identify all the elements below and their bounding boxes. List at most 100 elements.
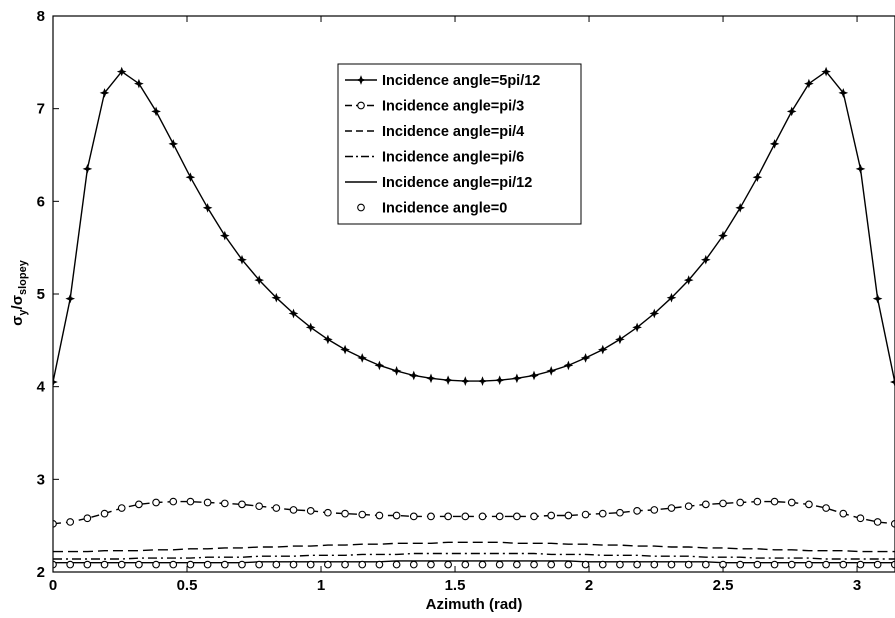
data-point <box>391 366 402 376</box>
data-point <box>444 560 452 569</box>
data-point <box>306 506 315 515</box>
data-point <box>202 202 213 213</box>
y-tick-label: 3 <box>37 471 45 488</box>
data-point <box>237 254 247 265</box>
data-point <box>134 78 144 89</box>
legend: Incidence angle=5pi/12 Incidence angle=pi… <box>337 63 582 225</box>
data-point <box>512 373 522 384</box>
data-point <box>100 509 109 518</box>
data-point <box>324 560 332 569</box>
data-point <box>152 560 160 569</box>
data-point <box>117 504 126 512</box>
data-point <box>272 560 281 569</box>
data-point <box>324 508 332 517</box>
data-point <box>684 502 693 511</box>
data-point <box>649 308 660 319</box>
legend-label: Incidence angle=pi/3 <box>382 99 524 115</box>
data-point <box>598 509 607 518</box>
data-point <box>66 560 75 569</box>
data-point <box>203 498 212 507</box>
legend-marker <box>357 101 365 110</box>
y-axis-label-sub-y: y <box>17 309 29 316</box>
data-point <box>598 560 607 569</box>
data-point <box>375 511 384 520</box>
x-tick-label: 2 <box>585 577 593 594</box>
data-point <box>461 512 470 521</box>
data-point <box>530 560 538 569</box>
data-point <box>460 376 471 386</box>
data-point <box>220 499 229 508</box>
data-point <box>478 560 487 569</box>
data-point <box>100 560 109 569</box>
data-point <box>616 508 624 517</box>
y-tick-label: 8 <box>37 8 45 25</box>
data-point <box>719 499 727 508</box>
data-point <box>288 308 299 319</box>
data-point <box>135 500 143 509</box>
data-point <box>495 560 504 569</box>
data-point <box>220 560 229 569</box>
legend-item: Incidence angle=pi/4 <box>345 124 524 140</box>
data-point <box>667 560 676 569</box>
x-tick-label: 0.5 <box>177 577 198 594</box>
legend-label: Incidence angle=0 <box>382 201 507 217</box>
data-point <box>186 560 195 569</box>
legend-marker <box>356 75 366 85</box>
data-point <box>461 560 470 569</box>
data-point <box>443 375 453 386</box>
data-point <box>254 275 265 285</box>
data-point <box>409 560 418 569</box>
data-point <box>547 511 556 520</box>
x-tick-label: 2.5 <box>713 577 734 594</box>
series-line <box>53 541 895 553</box>
data-point <box>839 560 848 569</box>
data-point <box>66 518 75 526</box>
legend-item: Incidence angle=pi/6 <box>345 150 524 166</box>
legend-label: Incidence angle=pi/12 <box>382 175 532 191</box>
y-tick-label: 6 <box>37 193 45 210</box>
data-point <box>392 560 401 569</box>
data-point <box>185 172 196 182</box>
x-axis-label: Azimuth (rad) <box>426 596 523 613</box>
data-point <box>752 172 763 182</box>
data-point <box>770 560 779 569</box>
data-point <box>650 560 659 569</box>
data-point <box>667 504 676 512</box>
data-point <box>392 511 401 520</box>
data-point <box>856 514 865 523</box>
data-point <box>374 360 385 371</box>
x-tick-label: 1 <box>317 577 325 594</box>
data-point <box>753 497 762 506</box>
data-point <box>787 560 796 569</box>
data-point <box>186 497 195 506</box>
y-axis-label-slash-sigma: /σ <box>9 295 26 309</box>
ticks-layer: 0 0.5 1 1.5 2 2.5 3 2 3 4 5 6 7 8 <box>37 8 862 594</box>
data-point <box>219 230 230 241</box>
data-point <box>804 78 814 89</box>
data-point <box>701 560 710 569</box>
legend-item: Incidence angle=5pi/12 <box>345 73 540 89</box>
x-tick-label: 3 <box>853 577 861 594</box>
data-point <box>872 293 883 304</box>
data-point <box>478 512 487 521</box>
data-point <box>547 560 556 569</box>
data-point <box>65 293 76 304</box>
data-point <box>341 560 349 569</box>
legend-box <box>337 63 582 225</box>
data-point <box>340 344 350 355</box>
data-point <box>529 370 539 381</box>
data-point <box>116 66 127 77</box>
data-point <box>805 500 813 509</box>
data-point <box>323 334 333 345</box>
data-point <box>513 512 521 521</box>
y-axis-label-sigma: σ <box>9 316 26 326</box>
data-point <box>856 560 865 569</box>
data-point <box>581 560 590 569</box>
data-point <box>152 498 160 507</box>
legend-marker <box>357 203 365 212</box>
data-point <box>564 560 573 569</box>
legend-label: Incidence angle=5pi/12 <box>382 73 540 89</box>
data-point <box>271 292 282 303</box>
data-point <box>564 511 573 520</box>
data-point <box>169 497 178 506</box>
